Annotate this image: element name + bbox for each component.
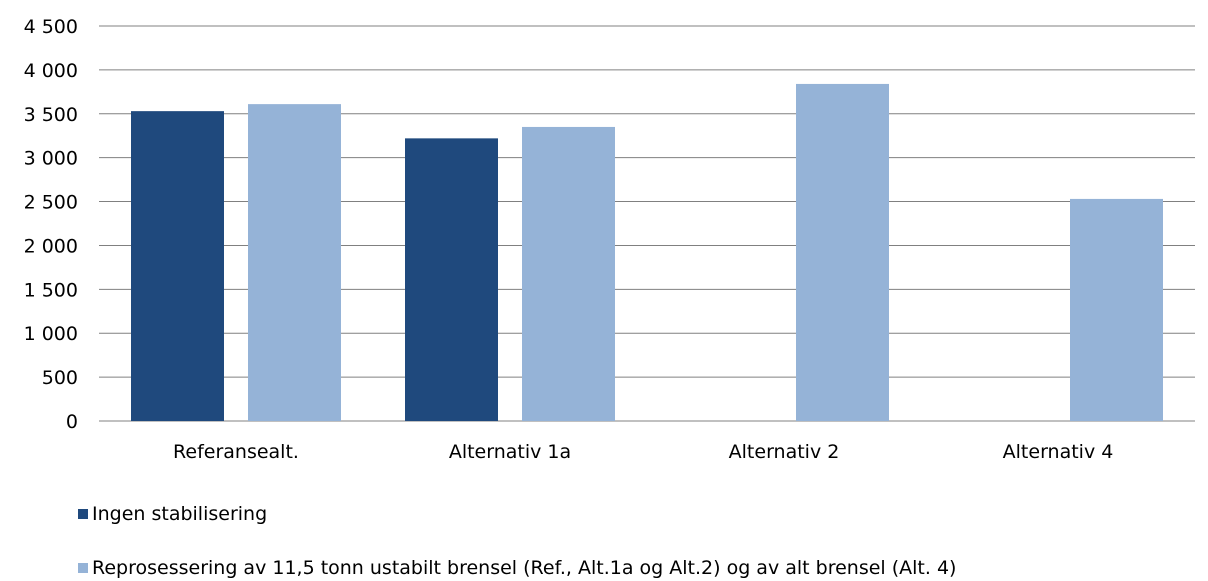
y-tick-label: 500 <box>42 367 78 389</box>
y-tick-label: 4 000 <box>24 60 78 82</box>
bar <box>405 138 498 421</box>
y-tick-label: 2 000 <box>24 235 78 257</box>
bar <box>131 111 224 422</box>
y-tick-label: 1 000 <box>24 323 78 345</box>
x-tick-label: Referansealt. <box>173 441 299 463</box>
x-tick-label: Alternativ 4 <box>1003 441 1114 463</box>
bar <box>248 104 341 421</box>
bar-chart: 0 500 1 000 1 500 2 000 2 500 3 000 3 500 4 000 4… <box>24 16 1195 463</box>
y-tick-label: 4 500 <box>24 16 78 38</box>
x-tick-label: Alternativ 2 <box>729 441 840 463</box>
bar <box>522 126 615 421</box>
y-tick-label: 3 000 <box>24 148 78 170</box>
y-tick-label: 1 500 <box>24 279 78 301</box>
y-tick-label: 2 500 <box>24 192 78 214</box>
legend-swatch <box>78 509 88 519</box>
bar <box>1070 198 1163 421</box>
y-axis-tick-labels: 0 500 1 000 1 500 2 000 2 500 3 000 3 500 4 000 4… <box>24 16 78 433</box>
legend-item-reprosessering: Reprosessering av 11,5 tonn ustabilt bre… <box>78 557 956 579</box>
x-tick-label: Alternativ 1a <box>449 441 571 463</box>
bar <box>796 83 889 421</box>
legend-swatch <box>78 563 88 573</box>
x-axis-category-labels: Referansealt. Alternativ 1a Alternativ 2 Al… <box>173 441 1113 463</box>
y-tick-label: 3 500 <box>24 104 78 126</box>
legend-label: Reprosessering av 11,5 tonn ustabilt bre… <box>92 557 957 579</box>
y-tick-label: 0 <box>66 411 78 433</box>
legend-label: Ingen stabilisering <box>92 503 268 525</box>
legend-item-ingen-stabilisering: Ingen stabilisering <box>78 503 267 525</box>
bars <box>131 83 1163 422</box>
